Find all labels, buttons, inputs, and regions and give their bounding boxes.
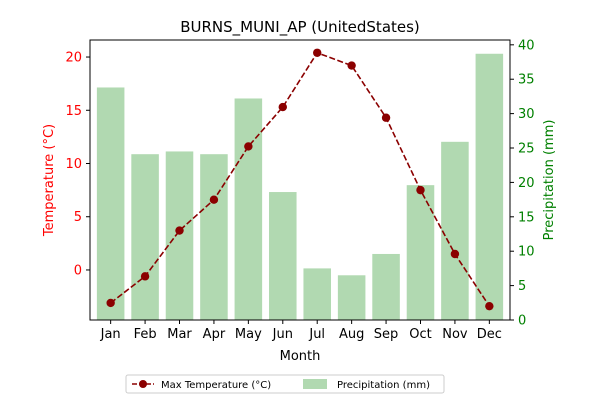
y-left-tick-label-20: 20	[65, 51, 82, 66]
x-tick-label-apr: Apr	[203, 327, 226, 342]
precipitation-bar-apr	[200, 154, 228, 320]
precipitation-bar-feb	[131, 154, 159, 320]
x-tick-label-jan: Jan	[100, 327, 121, 342]
x-tick-label-aug: Aug	[339, 327, 364, 342]
precipitation-bar-sep	[372, 253, 400, 320]
x-axis-label: Month	[280, 349, 321, 364]
y-right-tick-label-5: 5	[518, 279, 526, 294]
plot-frame	[89, 39, 511, 321]
precipitation-bar-jun	[269, 192, 297, 320]
temperature-point-sep	[381, 113, 391, 122]
temperature-point-may	[244, 142, 253, 151]
x-tick-label-feb: Feb	[134, 327, 157, 342]
y-right-tick-label-0: 0	[518, 314, 526, 329]
precipitation-bar-dec	[475, 53, 504, 320]
precipitation-bar-mar	[165, 151, 194, 320]
temperature-point-nov	[450, 249, 460, 259]
precipitation-bar-jul	[303, 268, 331, 320]
temperature-point-apr	[209, 195, 219, 204]
temperature-point-aug	[347, 61, 356, 70]
legend: Max Temperature (°C) Precipitation (mm)	[125, 374, 445, 394]
x-tick-label-may: May	[235, 327, 262, 342]
temperature-series-line	[110, 51, 491, 307]
temperature-point-feb	[140, 272, 150, 281]
temperature-point-jan	[106, 298, 115, 308]
precipitation-bar-oct	[406, 185, 435, 320]
y-axis-label-left: Temperature (°C)	[42, 124, 57, 237]
temperature-point-jul	[313, 48, 322, 57]
precipitation-bar-may	[234, 98, 263, 321]
legend-item-precipitation: Precipitation (mm)	[337, 380, 430, 391]
y-right-tick-label-30: 30	[518, 107, 535, 122]
x-tick-label-dec: Dec	[477, 327, 502, 342]
x-tick-label-jul: Jul	[308, 327, 325, 342]
temperature-point-mar	[175, 226, 184, 235]
legend-line-marker	[139, 380, 147, 388]
y-left-tick-label-0: 0	[74, 263, 82, 278]
temperature-point-jun	[278, 102, 287, 112]
x-tick-label-mar: Mar	[167, 327, 192, 342]
y-left-tick-label-5: 5	[74, 210, 82, 225]
precipitation-bar-aug	[337, 275, 366, 320]
x-tick-label-oct: Oct	[409, 327, 431, 342]
y-right-tick-label-15: 15	[518, 210, 535, 225]
temperature-point-dec	[485, 301, 494, 311]
y-right-tick-label-20: 20	[518, 176, 535, 191]
chart-title: BURNS_MUNI_AP (UnitedStates)	[180, 18, 420, 37]
precipitation-bar-jan	[96, 87, 125, 320]
precipitation-bars	[96, 53, 504, 321]
temperature-point-oct	[416, 185, 425, 195]
y-left-tick-label-15: 15	[65, 104, 82, 119]
y-right-tick-label-40: 40	[518, 38, 535, 53]
legend-frame	[125, 374, 445, 394]
y-left-tick-label-10: 10	[65, 157, 82, 172]
x-tick-label-sep: Sep	[374, 327, 399, 342]
legend-bar-swatch	[303, 379, 327, 389]
axes: Jan Feb Mar Apr May Jun Jul Aug Sep Oct Nov Dec 0 5 10…	[65, 38, 534, 342]
x-tick-label-nov: Nov	[442, 327, 468, 342]
x-tick-label-jun: Jun	[272, 327, 293, 342]
y-axis-label-right: Precipitation (mm)	[542, 120, 557, 241]
y-right-tick-label-35: 35	[518, 73, 535, 88]
y-right-tick-label-25: 25	[518, 142, 535, 157]
precipitation-bar-nov	[441, 141, 469, 320]
temperature-line	[106, 48, 494, 311]
y-right-tick-label-10: 10	[518, 245, 535, 260]
legend-item-temperature: Max Temperature (°C)	[161, 380, 271, 391]
